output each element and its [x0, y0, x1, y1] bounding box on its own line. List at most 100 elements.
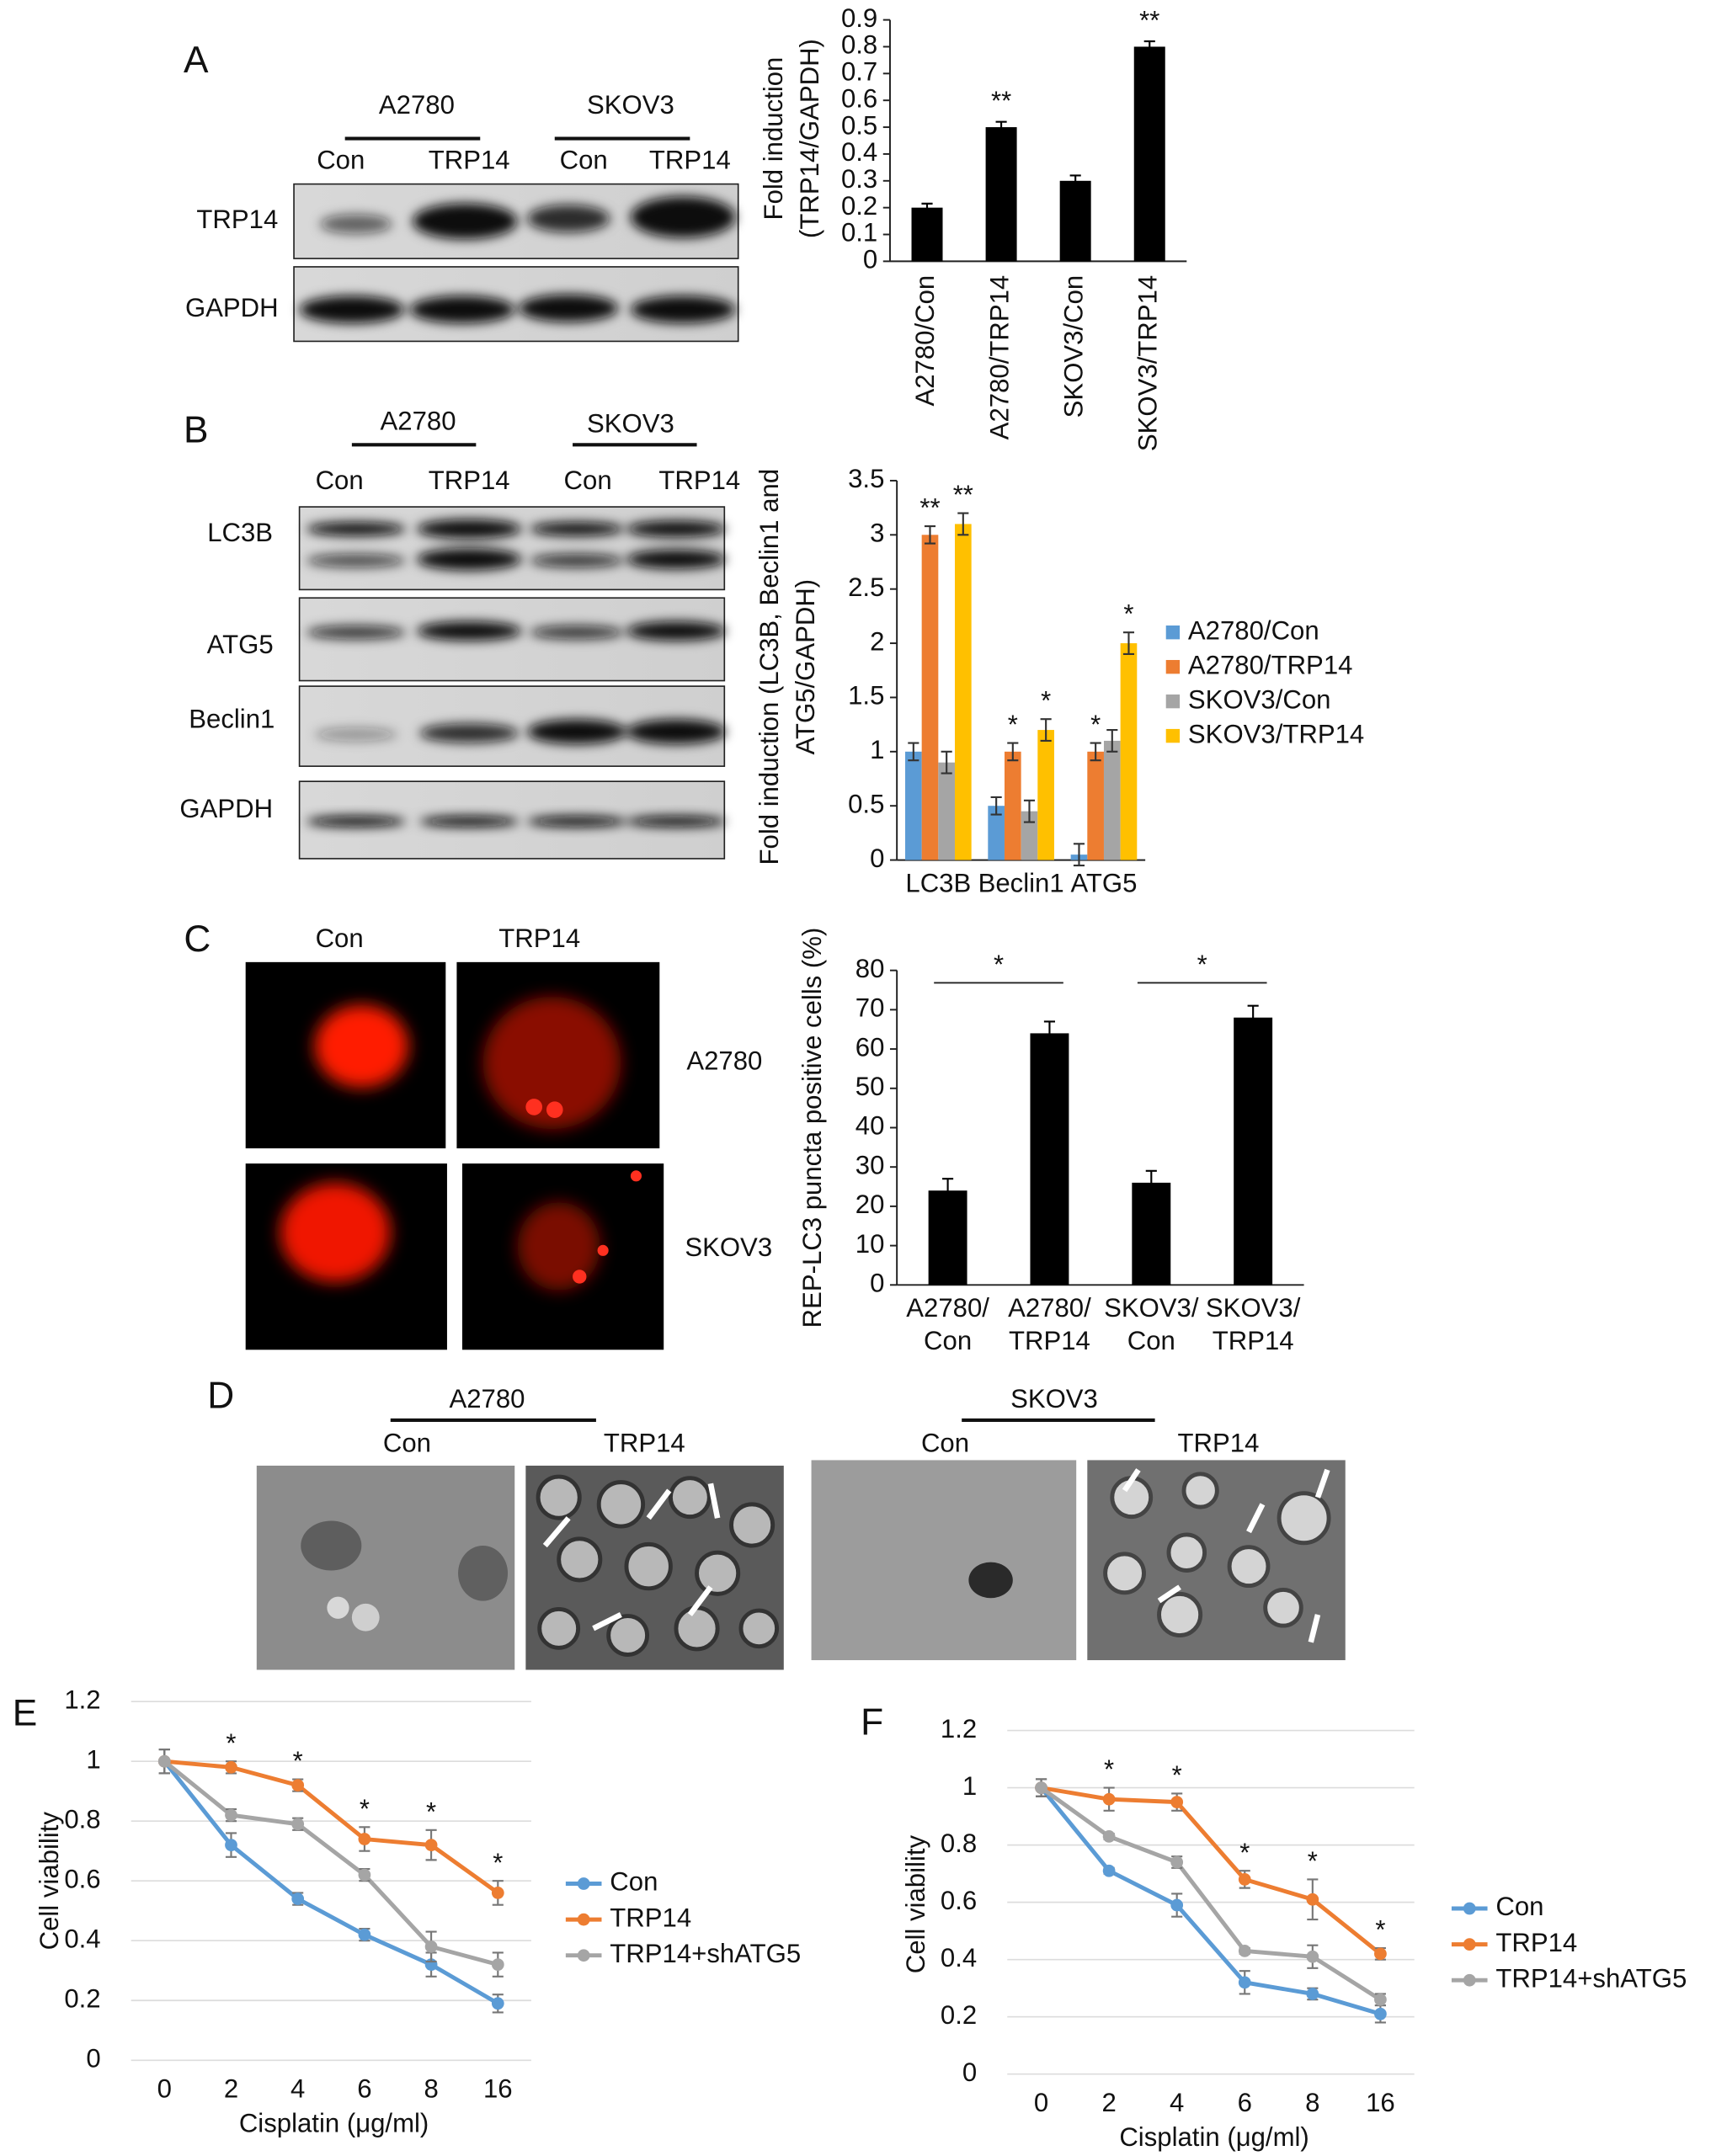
- x-tick-label: 6: [357, 2074, 371, 2104]
- x-tick-label: 0: [157, 2074, 172, 2104]
- data-point: [225, 1839, 237, 1851]
- y-tick-label: 0.5: [841, 110, 877, 140]
- bar: [1059, 180, 1091, 262]
- cell-line-label: SKOV3: [1010, 1384, 1098, 1413]
- x-tick-label: SKOV3/TRP14: [1133, 275, 1162, 451]
- protein-label: GAPDH: [185, 293, 279, 322]
- bar: [988, 806, 1005, 860]
- panel-letter: B: [184, 409, 209, 450]
- legend-swatch: [1165, 626, 1181, 640]
- y-tick-label: 0.8: [941, 1829, 977, 1858]
- condition-label: Con: [316, 924, 364, 953]
- significance-label: *: [1308, 1846, 1318, 1876]
- significance-label: *: [1104, 1754, 1114, 1784]
- lane-label: Con: [316, 466, 364, 495]
- error-bar: [990, 796, 1002, 816]
- protein-label: Beclin1: [189, 704, 275, 733]
- legend-marker: [577, 1913, 590, 1926]
- x-tick-label: 8: [424, 2074, 438, 2104]
- bar: [904, 751, 922, 860]
- x-tick-label: A2780/Con: [906, 1293, 989, 1355]
- y-tick-label: 30: [856, 1150, 885, 1179]
- y-axis-label: Fold induction: [759, 57, 788, 221]
- x-tick-label: 6: [1238, 2088, 1252, 2117]
- cell-line-label: SKOV3: [587, 409, 674, 439]
- error-bar: [957, 512, 969, 536]
- y-tick-label: 0: [86, 2043, 100, 2073]
- legend-swatch: [1165, 694, 1181, 709]
- significance-label: *: [1172, 1760, 1182, 1790]
- fluorescence-image: [245, 1163, 447, 1350]
- data-point: [291, 1779, 305, 1791]
- data-point: [358, 1928, 371, 1941]
- significance-label: *: [360, 1794, 370, 1823]
- cell-line-label: SKOV3: [685, 1232, 772, 1262]
- significance-label: **: [1139, 5, 1159, 35]
- comparison-label: *: [994, 950, 1004, 979]
- error-bar: [1043, 1020, 1055, 1046]
- x-tick-label: Beclin1: [978, 868, 1064, 897]
- panel-letter: D: [207, 1375, 234, 1416]
- x-tick-label: A2780/Con: [910, 275, 940, 407]
- data-point: [1374, 2007, 1387, 2020]
- bar: [1103, 740, 1121, 860]
- panel-letter: F: [861, 1702, 883, 1743]
- y-tick-label: 0.9: [841, 3, 877, 33]
- significance-label: *: [1090, 710, 1101, 739]
- data-point: [1170, 1898, 1184, 1912]
- series-line: [1041, 1786, 1382, 1956]
- y-tick-label: 0: [962, 2058, 977, 2087]
- significance-label: *: [1041, 686, 1051, 716]
- y-tick-label: 20: [856, 1190, 885, 1219]
- y-tick-label: 0: [863, 245, 877, 274]
- x-tick-label: SKOV3/TRP14: [1206, 1293, 1301, 1355]
- data-point: [1238, 1873, 1251, 1886]
- x-axis-label: Cisplatin (μg/ml): [239, 2108, 429, 2137]
- legend-label: A2780/Con: [1188, 615, 1319, 645]
- y-tick-label: 1.2: [64, 1685, 100, 1714]
- significance-label: **: [953, 480, 973, 509]
- legend-swatch: [1165, 728, 1181, 743]
- x-tick-label: ATG5: [1070, 868, 1137, 897]
- significance-label: *: [1123, 599, 1133, 629]
- error-bar: [924, 524, 936, 545]
- y-tick-label: 40: [856, 1111, 885, 1141]
- y-axis-label: (TRP14/GAPDH): [795, 39, 824, 238]
- error-bar: [1023, 799, 1036, 823]
- blot: [298, 780, 726, 860]
- series-line: [163, 1759, 499, 2005]
- lane-label: TRP14: [604, 1429, 685, 1458]
- legend-marker: [1463, 1938, 1476, 1951]
- significance-label: *: [293, 1746, 303, 1775]
- y-tick-label: 0.8: [64, 1804, 100, 1834]
- y-tick-label: 0.4: [841, 137, 877, 167]
- y-tick-label: 10: [856, 1229, 885, 1259]
- fluorescence-image: [245, 961, 446, 1149]
- legend-label: A2780/TRP14: [1188, 650, 1353, 679]
- y-tick-label: 3: [870, 519, 884, 548]
- y-axis-label: REP-LC3 puncta positive cells (%): [797, 928, 827, 1328]
- data-point: [491, 1958, 504, 1972]
- blot: [293, 183, 739, 259]
- bar: [921, 535, 939, 860]
- data-point: [1306, 1988, 1319, 2000]
- y-tick-label: 1: [86, 1744, 100, 1774]
- data-point: [157, 1754, 171, 1768]
- data-point: [291, 1892, 305, 1905]
- data-point: [1306, 1892, 1319, 1906]
- x-tick-label: 2: [224, 2074, 238, 2104]
- panel-letter: C: [184, 918, 211, 960]
- x-tick-label: 16: [1366, 2088, 1395, 2117]
- bar: [1234, 1017, 1273, 1286]
- error-bar: [1073, 843, 1085, 867]
- bar: [1120, 643, 1138, 860]
- bar: [985, 127, 1017, 262]
- y-tick-label: 50: [856, 1072, 885, 1101]
- data-point: [424, 1940, 438, 1953]
- legend-marker: [577, 1949, 590, 1962]
- legend-marker: [1463, 1973, 1476, 1987]
- condition-label: TRP14: [498, 924, 580, 953]
- fluorescence-image: [461, 1163, 664, 1350]
- protein-label: ATG5: [207, 630, 274, 659]
- x-tick-label: SKOV3/Con: [1058, 275, 1088, 418]
